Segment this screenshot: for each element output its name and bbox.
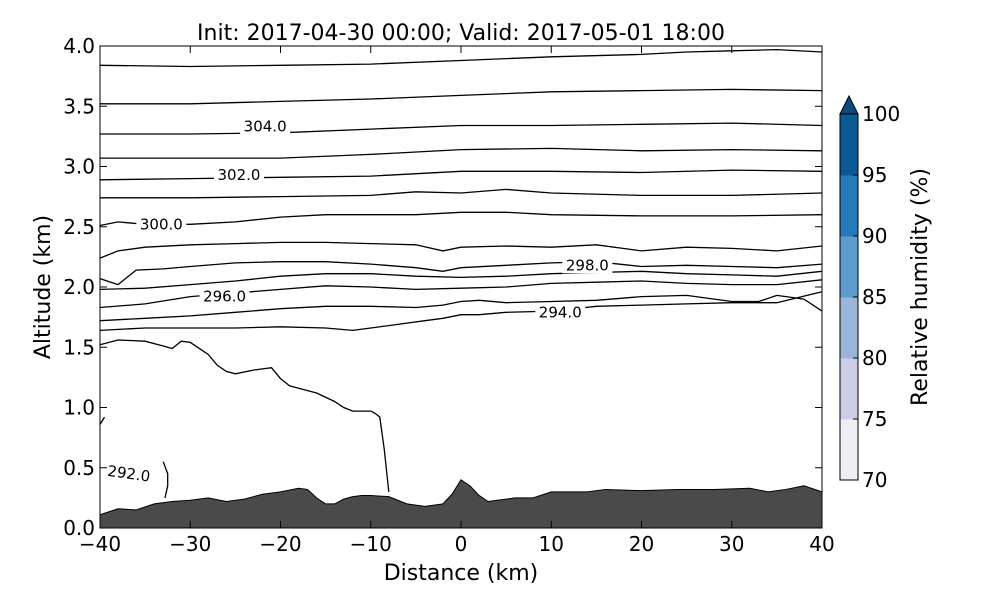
contour-line [162, 461, 169, 499]
contour-label-backing [103, 461, 155, 486]
contour-label-backing [136, 215, 187, 233]
colorbar-tick-label: 75 [862, 407, 887, 431]
colorbar: 70 75 80 85 90 95 100 [839, 94, 900, 492]
contour-label: 294.0 [539, 303, 582, 321]
y-tick-label: 1.5 [63, 335, 95, 359]
x-tick-label: −20 [259, 532, 301, 556]
x-tick-label: −40 [79, 532, 121, 556]
colorbar-segment [840, 297, 858, 359]
contour-line [100, 188, 823, 199]
contour-line [100, 122, 823, 135]
chart-title: Init: 2017-04-30 00:00; Valid: 2017-05-0… [197, 21, 725, 46]
colorbar-segment [840, 236, 858, 298]
colorbar-segment [840, 175, 858, 237]
contour-label-backing [535, 303, 586, 321]
colorbar-extend-arrow [839, 94, 859, 115]
contour-line [99, 169, 823, 181]
contour-label-backing [199, 287, 250, 305]
contour-label: 298.0 [566, 256, 609, 274]
x-tick-label: 30 [719, 532, 744, 556]
contour-label: 300.0 [140, 215, 183, 233]
y-tick-label: 1.0 [63, 396, 95, 420]
colorbar-segment [840, 358, 858, 420]
contour-line [100, 147, 823, 159]
contour-line [100, 88, 823, 105]
contour-line [99, 241, 823, 259]
colorbar-segment [840, 114, 858, 176]
colorbar-title: Relative humidity (%) [908, 168, 933, 406]
contour-label: 304.0 [244, 118, 287, 136]
colorbar-tick-label: 90 [862, 224, 887, 248]
colorbar-tick-label: 70 [862, 468, 887, 492]
contour-line [99, 291, 823, 332]
colorbar-tick-label: 85 [862, 285, 887, 309]
contour-label: 296.0 [203, 288, 246, 306]
contour-label-backing [240, 117, 291, 135]
colorbar-tick-label: 95 [862, 163, 887, 187]
x-axis-title: Distance (km) [384, 561, 539, 586]
colorbar-tick-label: 100 [862, 102, 900, 126]
contour-line [99, 261, 823, 286]
x-tick-label: −10 [350, 532, 392, 556]
y-tick-label: 2.5 [63, 215, 95, 239]
contour-label-backing [213, 165, 264, 183]
contour-line [99, 270, 823, 291]
x-tick-label: 40 [809, 532, 834, 556]
x-tick-label: −30 [169, 532, 211, 556]
contour-line [99, 48, 823, 68]
contour-line [99, 211, 823, 227]
x-tick-label: 20 [629, 532, 654, 556]
y-tick-label: 4.0 [63, 34, 95, 58]
contour-label: 302.0 [218, 166, 261, 184]
x-tick-label: 0 [455, 532, 468, 556]
y-tick-label: 3.0 [63, 155, 95, 179]
contour-label: 292.0 [106, 462, 151, 486]
contour-label-backing [562, 256, 613, 274]
terrain-area [99, 479, 823, 529]
contour-line [99, 294, 823, 322]
contour-line [99, 416, 106, 425]
colorbar-segment [840, 419, 858, 481]
y-tick-label: 2.0 [63, 275, 95, 299]
y-tick-label: 0.5 [63, 456, 95, 480]
contour-line [99, 339, 390, 492]
colorbar-tick-label: 80 [862, 346, 887, 370]
y-axis-title: Altitude (km) [31, 215, 56, 359]
y-tick-label: 0.0 [63, 516, 95, 540]
x-tick-label: 10 [539, 532, 564, 556]
y-tick-label: 3.5 [63, 94, 95, 118]
